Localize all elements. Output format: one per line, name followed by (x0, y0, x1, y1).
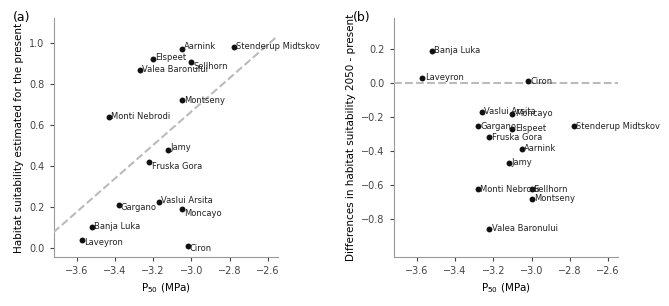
Point (148, 57, 159, 62)
Text: (a): (a) (13, 11, 31, 24)
Text: Laveyron: Laveyron (84, 238, 124, 247)
Point (522, 79, 533, 84)
Text: Monti Nebrodi: Monti Nebrodi (112, 112, 171, 121)
Point (113, 203, 124, 208)
Text: Montseny: Montseny (534, 194, 575, 203)
Point (472, 187, 483, 192)
Text: Laveyron: Laveyron (425, 73, 464, 82)
Point (516, 146, 527, 151)
X-axis label: P$_{50}$ (MPa): P$_{50}$ (MPa) (481, 281, 531, 295)
Y-axis label: Differences in habitat suitability 2050 - present: Differences in habitat suitability 2050 … (346, 14, 355, 261)
Point (182, 244, 193, 249)
Point (417, 75, 427, 80)
Point (163, 147, 174, 152)
Text: Aarnink: Aarnink (524, 144, 557, 153)
Text: Valea Baronului: Valea Baronului (492, 224, 558, 233)
Text: Banja Luka: Banja Luka (94, 222, 140, 231)
Point (86, 224, 97, 229)
Point (177, 98, 187, 103)
Text: Fruska Gora: Fruska Gora (152, 162, 202, 171)
Point (507, 126, 518, 131)
Point (503, 161, 514, 166)
Point (527, 187, 537, 192)
Point (569, 124, 579, 129)
Text: Ciron: Ciron (190, 244, 212, 253)
Text: Elspeet: Elspeet (514, 125, 546, 133)
Point (186, 60, 197, 65)
Point (472, 124, 483, 129)
Point (527, 196, 537, 201)
Text: Elspeet: Elspeet (155, 53, 187, 62)
Text: Valea Baronului: Valea Baronului (142, 65, 208, 74)
Point (476, 110, 487, 114)
Text: Gargano: Gargano (121, 203, 157, 212)
Text: Monti Nebrodi: Monti Nebrodi (480, 185, 539, 194)
Point (507, 111, 518, 116)
Text: Stenderup Midtskov: Stenderup Midtskov (576, 122, 660, 131)
Point (484, 226, 495, 231)
Point (427, 48, 438, 53)
Point (144, 160, 155, 165)
Text: Stenderup Midtskov: Stenderup Midtskov (236, 43, 320, 51)
Text: Vaslui Arsita: Vaslui Arsita (161, 196, 213, 205)
Point (134, 67, 145, 72)
X-axis label: P$_{50}$ (MPa): P$_{50}$ (MPa) (140, 281, 191, 295)
Point (484, 135, 495, 140)
Point (228, 44, 239, 49)
Text: Aarnink: Aarnink (184, 43, 217, 51)
Point (104, 114, 114, 119)
Text: Ciron: Ciron (530, 77, 552, 86)
Text: Vaslui Arsita: Vaslui Arsita (484, 107, 536, 116)
Text: Banja Luka: Banja Luka (434, 46, 480, 55)
Text: Montseny: Montseny (184, 96, 225, 105)
Text: Sellhorn: Sellhorn (194, 62, 228, 71)
Point (154, 200, 165, 205)
Text: Moncayo: Moncayo (184, 209, 222, 218)
Point (177, 207, 187, 212)
Text: Gargano: Gargano (480, 122, 516, 131)
Text: Sellhorn: Sellhorn (534, 185, 569, 194)
Text: (b): (b) (353, 11, 371, 24)
Text: Fruska Gora: Fruska Gora (492, 133, 542, 142)
Point (177, 47, 187, 51)
Text: Jamy: Jamy (171, 143, 191, 152)
Y-axis label: Habitat suitability estimated for the present: Habitat suitability estimated for the pr… (13, 22, 23, 252)
Point (77, 238, 88, 243)
Text: Moncayo: Moncayo (514, 109, 553, 118)
Text: Jamy: Jamy (511, 159, 532, 167)
